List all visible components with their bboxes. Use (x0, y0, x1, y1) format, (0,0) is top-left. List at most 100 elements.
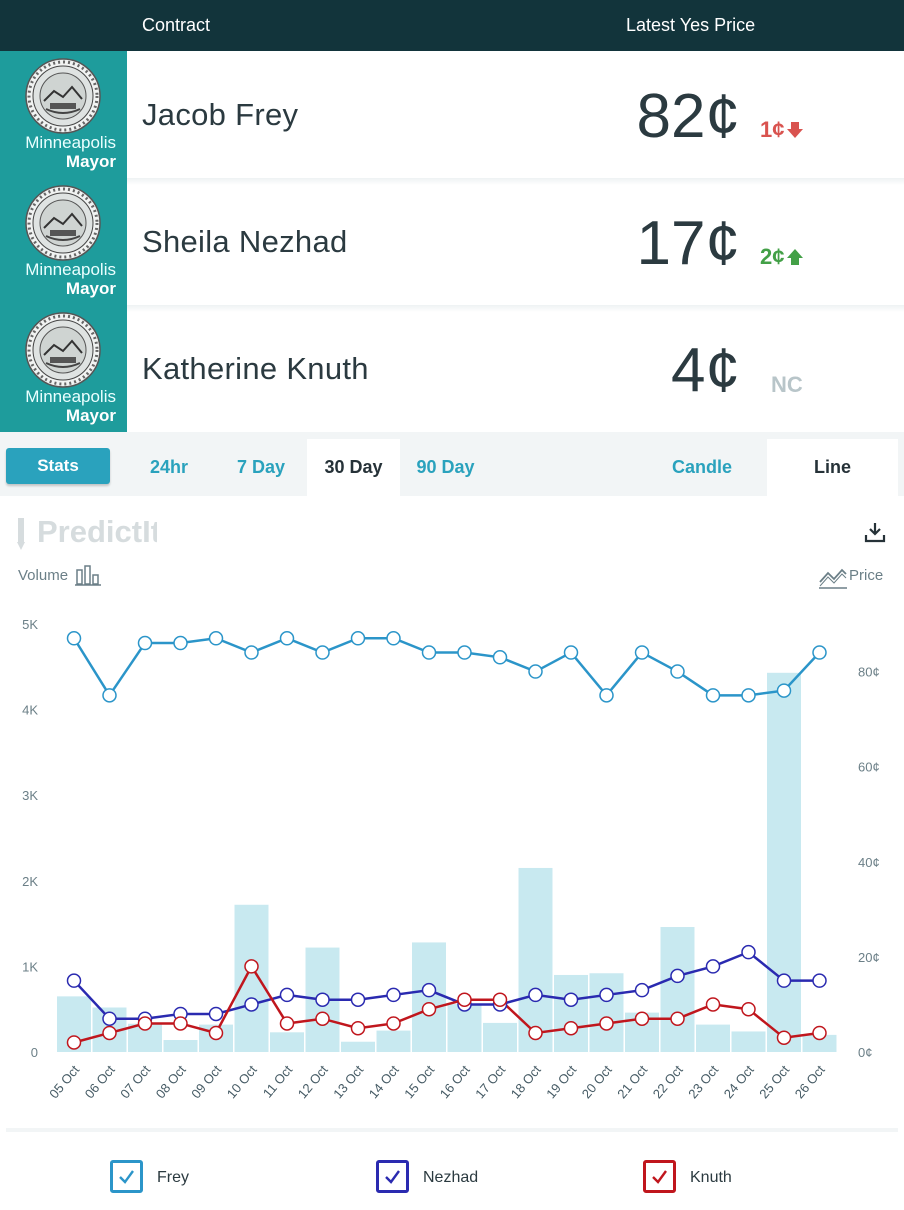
nezhad-data-point (244, 997, 259, 1012)
knuth-data-point (102, 1025, 117, 1041)
knuth-series-line (73, 963, 820, 1044)
frey-data-point (776, 683, 792, 698)
frey-data-point (208, 631, 224, 646)
knuth-data-point (315, 1011, 330, 1026)
nezhad-data-point (634, 982, 650, 998)
knuth-data-point (279, 1016, 295, 1031)
frey-data-point (670, 664, 685, 679)
frey-data-point (563, 645, 579, 660)
nezhad-data-point (563, 992, 579, 1007)
knuth-data-point (386, 1016, 401, 1031)
badge-office: Mayor (65, 279, 116, 298)
stats-button[interactable]: Stats (6, 448, 110, 484)
latest-price: 82¢ (636, 82, 740, 151)
legend-knuth-label: Knuth (690, 1169, 732, 1186)
y-left-tick-label: 5K (22, 617, 38, 632)
contract-name[interactable]: Sheila Nezhad (142, 224, 348, 259)
knuth-data-point (563, 1020, 579, 1036)
price-change-value: 1¢ (760, 117, 785, 142)
knuth-data-point (599, 1016, 614, 1031)
nezhad-data-point (741, 944, 756, 960)
frey-data-point (315, 645, 330, 660)
x-tick-label: 13 Oct (330, 1062, 366, 1101)
x-tick-label: 11 Oct (260, 1062, 296, 1101)
contract-name[interactable]: Katherine Knuth (142, 351, 369, 386)
contract-row[interactable]: Minneapolis Mayor Jacob Frey 82¢ 1¢ (0, 51, 904, 178)
y-right-tick-label: 80¢ (858, 665, 880, 680)
nezhad-data-point (421, 982, 437, 998)
latest-price: 17¢ (636, 209, 740, 278)
volume-bar (696, 1024, 730, 1052)
x-tick-label: 14 Oct (366, 1062, 402, 1101)
nezhad-data-point (102, 1011, 117, 1026)
x-tick-label: 06 Oct (82, 1062, 118, 1101)
x-tick-label: 16 Oct (437, 1062, 473, 1101)
price-column-header: Latest Yes Price (626, 15, 756, 35)
tab-line[interactable]: Line (767, 439, 898, 496)
x-tick-label: 07 Oct (117, 1062, 153, 1101)
x-tick-label: 22 Oct (650, 1062, 686, 1101)
knuth-data-point (741, 1001, 756, 1017)
volume-bar (802, 1034, 837, 1052)
frey-data-point (244, 645, 259, 660)
contract-row[interactable]: Minneapolis Mayor Sheila Nezhad 17¢ 2¢ (0, 178, 904, 305)
knuth-data-point (173, 1016, 188, 1031)
price-change: 2¢ (760, 244, 804, 270)
market-badge: Minneapolis Mayor (0, 51, 127, 178)
volume-bar (341, 1041, 375, 1052)
x-tick-label: 24 Oct (721, 1062, 757, 1101)
nezhad-data-point (670, 968, 685, 984)
frey-data-point (599, 688, 614, 703)
latest-price: 4¢ (671, 336, 740, 405)
x-tick-label: 21 Oct (614, 1062, 650, 1101)
table-header: Contract Latest Yes Price (0, 0, 904, 51)
legend-nezhad-checkbox[interactable] (376, 1160, 409, 1193)
tab-7-day[interactable]: 7 Day (236, 457, 286, 477)
volume-bar (731, 1031, 766, 1052)
volume-bar (163, 1040, 198, 1052)
line-chart-icon (819, 568, 847, 589)
frey-data-point (492, 650, 508, 665)
knuth-data-point (492, 992, 508, 1007)
legend-frey-label: Frey (157, 1169, 189, 1186)
x-tick-label: 05 Oct (46, 1062, 82, 1101)
nezhad-data-point (528, 987, 543, 1003)
contract-name[interactable]: Jacob Frey (142, 97, 299, 132)
contract-column-header: Contract (142, 15, 211, 35)
download-icon[interactable] (864, 521, 886, 543)
check-icon (119, 1170, 134, 1184)
knuth-data-point (457, 992, 472, 1007)
tab-24hr[interactable]: 24hr (149, 457, 189, 477)
y-left-tick-label: 2K (22, 874, 38, 889)
badge-office: Mayor (65, 406, 116, 425)
x-tick-label: 15 Oct (401, 1062, 437, 1101)
price-change-value: NC (771, 372, 803, 397)
price-volume-chart: 0 1K 2K 3K 4K 5K 0¢ 20¢ 40¢ 60¢ 80¢ 05 Oct 06 Oct 07 … (22, 617, 880, 1101)
x-tick-label: 25 Oct (756, 1062, 792, 1101)
city-seal-icon (25, 185, 101, 261)
check-icon (652, 1170, 667, 1184)
volume-label: Volume (18, 567, 69, 584)
frey-data-point (66, 631, 82, 646)
contract-row[interactable]: Minneapolis Mayor Katherine Knuth 4¢ NC (0, 305, 904, 432)
nezhad-data-point (705, 959, 721, 974)
legend-knuth-checkbox[interactable] (643, 1160, 676, 1193)
volume-bar (518, 867, 553, 1052)
knuth-data-point (705, 997, 721, 1012)
nezhad-data-point (279, 987, 295, 1003)
frey-data-point (528, 664, 543, 679)
frey-data-point (421, 645, 437, 660)
volume-bar (483, 1022, 517, 1052)
frey-series-line (72, 636, 821, 698)
volume-bar (234, 904, 269, 1052)
knuth-data-point (244, 959, 259, 974)
frey-data-point (279, 631, 295, 646)
bar-chart-icon (75, 565, 101, 586)
tab-candle[interactable]: Candle (671, 457, 732, 477)
legend-frey-checkbox[interactable] (110, 1160, 143, 1193)
price-change: 1¢ (760, 117, 804, 143)
tab-90-day[interactable]: 90 Day (416, 457, 475, 477)
y-right-tick-label: 20¢ (858, 950, 880, 965)
x-tick-label: 10 Oct (224, 1062, 260, 1101)
tab-30-day[interactable]: 30 Day (307, 439, 400, 496)
